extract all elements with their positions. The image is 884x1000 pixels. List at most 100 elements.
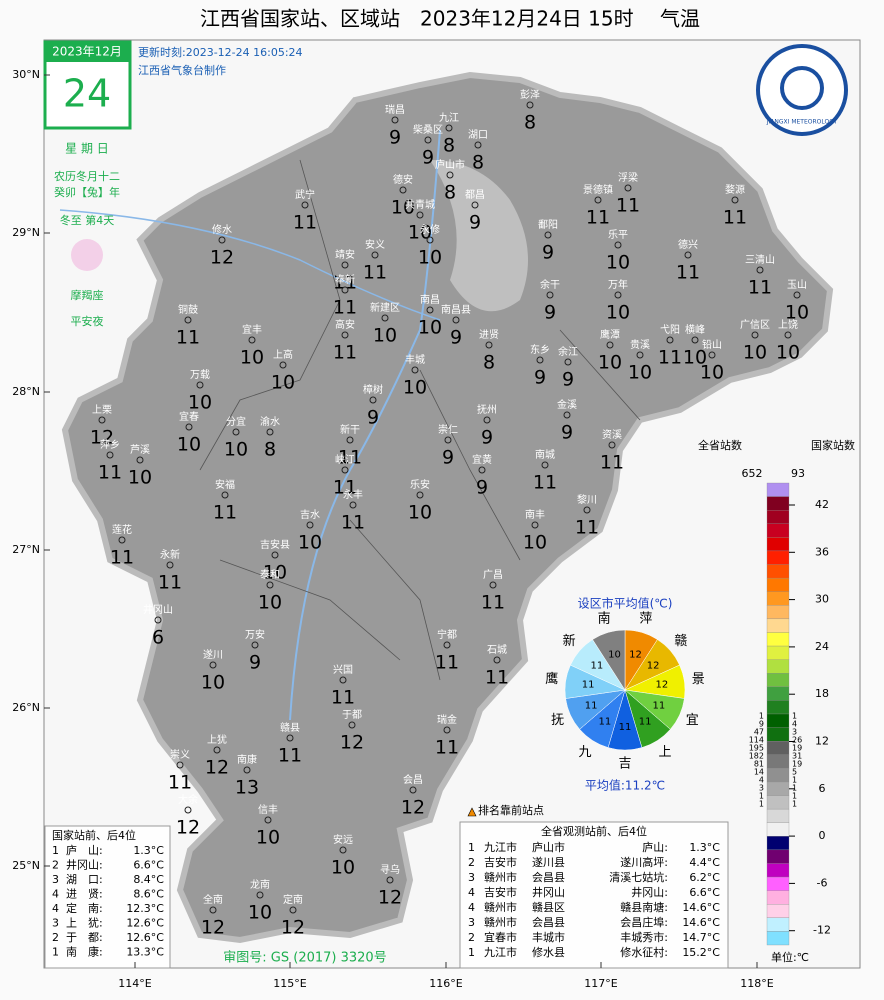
station-value: 10 bbox=[785, 302, 809, 324]
station-name: 莲花 bbox=[112, 523, 132, 536]
station-value: 8 bbox=[443, 135, 455, 157]
pie-value: 11 bbox=[582, 680, 595, 691]
colorbar-block bbox=[766, 510, 790, 524]
county: 井冈山 bbox=[532, 885, 565, 899]
station-marker bbox=[399, 186, 407, 194]
station-name: 都昌 bbox=[465, 189, 485, 201]
station-value: 10 bbox=[331, 857, 355, 879]
station-value: 9 bbox=[544, 302, 556, 324]
pie-value: 11 bbox=[585, 700, 598, 711]
colorbar-block bbox=[766, 808, 790, 823]
temp: 15.2°C bbox=[682, 946, 720, 959]
station-value: 9 bbox=[442, 447, 454, 469]
station-name: 永丰 bbox=[343, 488, 363, 501]
station-name: 上饶 bbox=[778, 318, 798, 331]
boundary bbox=[199, 159, 641, 681]
station-name: 湖口 bbox=[468, 129, 488, 141]
station-marker bbox=[118, 536, 126, 544]
county: 会昌县 bbox=[532, 916, 565, 929]
station-marker bbox=[306, 521, 314, 529]
station-marker bbox=[266, 581, 274, 589]
station-name: 修水 bbox=[212, 223, 232, 236]
colorbar-block bbox=[766, 564, 790, 579]
count-left: 4 bbox=[759, 776, 764, 785]
count-left: 182 bbox=[749, 752, 764, 761]
station-name: 横峰 bbox=[685, 323, 705, 336]
rank-note: 排名靠前站点 bbox=[478, 803, 544, 817]
temp: 8.4°C bbox=[133, 873, 164, 886]
station-value: 10 bbox=[248, 902, 272, 924]
station-name: 安福 bbox=[215, 478, 235, 491]
station-marker bbox=[708, 351, 716, 359]
count-right: 4 bbox=[792, 720, 797, 729]
national-count: 93 bbox=[791, 467, 805, 480]
station-marker bbox=[248, 336, 256, 344]
station-marker bbox=[341, 286, 349, 294]
rank-icon bbox=[467, 807, 477, 817]
station-name: 芦溪 bbox=[130, 444, 150, 456]
station-name: 黎川 bbox=[577, 493, 597, 506]
station-value: 6 bbox=[152, 627, 164, 649]
station-value: 11 bbox=[333, 297, 357, 319]
station-marker bbox=[266, 428, 274, 436]
station-marker bbox=[341, 331, 349, 339]
station-value: 8 bbox=[472, 152, 484, 174]
city: 宜春市 bbox=[484, 930, 517, 944]
station: 遂川高坪: bbox=[620, 855, 668, 869]
station-marker bbox=[583, 506, 591, 514]
station-value: 10 bbox=[188, 392, 212, 414]
station-value: 9 bbox=[422, 147, 434, 169]
station-value: 11 bbox=[575, 517, 599, 539]
station-value: 12 bbox=[281, 917, 305, 939]
station-name: 南昌 bbox=[420, 293, 440, 306]
rank: 3 bbox=[52, 917, 59, 930]
zodiac: 摩羯座 bbox=[71, 288, 104, 302]
station-name: 乐平 bbox=[608, 229, 628, 241]
title: 江西省国家站、区域站 2023年12月24日 15时 气温 bbox=[200, 7, 700, 31]
station-name: 婺源 bbox=[725, 183, 745, 196]
colorbar-block bbox=[766, 673, 790, 687]
station-name: 万载 bbox=[190, 369, 210, 381]
station: 修水征村: bbox=[620, 945, 668, 959]
station-name: 浮梁 bbox=[618, 171, 638, 184]
weekday: 星 期 日 bbox=[65, 142, 109, 156]
rank: 2 bbox=[52, 859, 59, 872]
colorbar-block bbox=[766, 591, 790, 606]
city: 九江市 bbox=[484, 945, 517, 959]
station-marker bbox=[184, 316, 192, 324]
station-name: 赣县 bbox=[280, 721, 300, 734]
colorbar-block bbox=[766, 482, 790, 497]
colorbar-block bbox=[766, 537, 790, 552]
total-count: 652 bbox=[742, 467, 763, 480]
count-right: 1 bbox=[792, 776, 797, 785]
pie-value: 11 bbox=[639, 716, 652, 727]
city: 吉安市 bbox=[484, 885, 517, 899]
station-name: 遂川 bbox=[203, 648, 223, 661]
station-marker bbox=[426, 236, 434, 244]
station-name: 宜黄 bbox=[472, 453, 492, 466]
station-marker bbox=[256, 891, 264, 899]
lat-label: 25°N bbox=[12, 859, 40, 872]
colorbar-block bbox=[766, 618, 790, 633]
colorbar-block bbox=[766, 822, 790, 837]
temp: 8.6°C bbox=[133, 888, 164, 901]
station-marker bbox=[411, 366, 419, 374]
station-name: 崇义 bbox=[170, 749, 190, 761]
station: 赣县南塘: bbox=[620, 900, 668, 914]
station-value: 10 bbox=[408, 222, 432, 244]
station-marker bbox=[471, 201, 479, 209]
station-marker bbox=[443, 641, 451, 649]
colorbar-block bbox=[766, 917, 790, 932]
colorbar-label: 42 bbox=[815, 498, 829, 511]
count-right: 1 bbox=[792, 792, 797, 801]
station-name: 峡江 bbox=[335, 453, 355, 466]
station-marker bbox=[544, 231, 552, 239]
city: 九江市 bbox=[484, 840, 517, 854]
station: 丰城秀市: bbox=[620, 930, 668, 944]
county: 遂川县 bbox=[532, 855, 565, 869]
lake bbox=[430, 160, 528, 312]
count-right: 31 bbox=[792, 752, 802, 761]
station-value: 8 bbox=[264, 439, 276, 461]
station-value: 10 bbox=[743, 342, 767, 364]
station-name: 分宜 bbox=[226, 415, 246, 428]
